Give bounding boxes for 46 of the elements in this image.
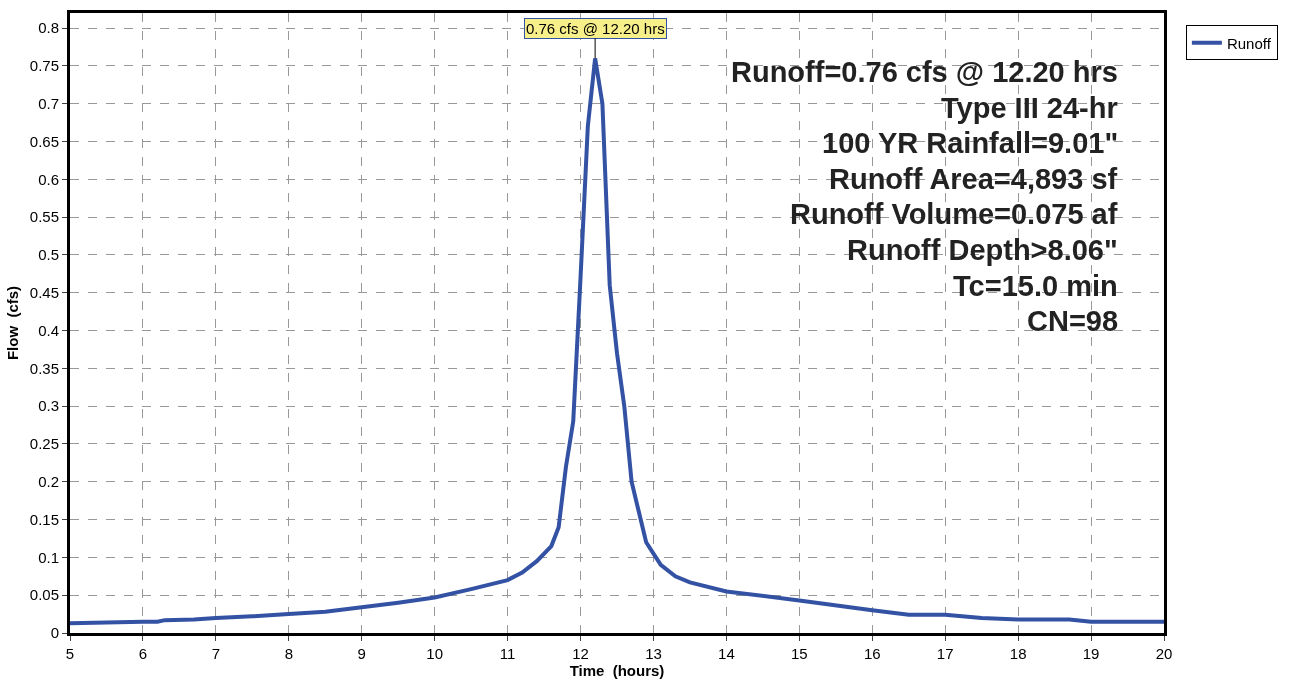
y-tick-label: 0.2 xyxy=(38,473,59,491)
x-tick-label: 7 xyxy=(211,645,221,662)
line-series xyxy=(70,56,1164,626)
x-tick-label: 20 xyxy=(1155,645,1173,662)
y-tick-label: 0.6 xyxy=(38,170,59,188)
x-tick-label: 12 xyxy=(572,645,589,662)
y-tick-label: 0.25 xyxy=(29,435,59,453)
annotation: Runoff Area=4,893 sf xyxy=(829,163,1118,195)
x-tick-label: 6 xyxy=(138,645,148,662)
x-axis-title: Time (hours) xyxy=(569,662,665,679)
y-tick-label: 0.75 xyxy=(29,57,59,75)
y-tick-label: 0.1 xyxy=(38,548,59,566)
annotation: Runoff Volume=0.075 af xyxy=(790,198,1118,230)
x-tick-label: 10 xyxy=(426,645,444,662)
x-tick-label: 14 xyxy=(718,645,735,662)
annotation: CN=98 xyxy=(1027,305,1119,337)
y-tick-label: 0.65 xyxy=(29,132,59,150)
y-tick-label: 0.15 xyxy=(29,510,59,528)
x-tick-label: 18 xyxy=(1009,645,1027,662)
y-tick-label: 0.05 xyxy=(29,586,59,604)
y-tick-label: 0.5 xyxy=(38,246,59,264)
y-tick-label: 0 xyxy=(50,624,59,642)
annotation: Type III 24-hr xyxy=(941,92,1118,124)
annotation: Tc=15.0 min xyxy=(953,270,1118,302)
x-tick-label: 5 xyxy=(65,645,75,662)
y-tick-label: 0.35 xyxy=(29,359,59,377)
annotation: 100 YR Rainfall=9.01" xyxy=(822,127,1119,159)
y-tick-label: 0.55 xyxy=(29,208,59,226)
y-axis-title: Flow (cfs) xyxy=(4,285,22,361)
y-tick-label: 0.4 xyxy=(38,321,59,339)
x-tick-label: 16 xyxy=(863,645,881,662)
y-tick-label: 0.3 xyxy=(38,397,59,415)
y-tick-label: 0.8 xyxy=(38,19,59,37)
annotation: 0.76 cfs @ 12.20 hrs xyxy=(526,20,665,37)
x-tick-label: 9 xyxy=(357,645,366,662)
x-tick-label: 13 xyxy=(645,645,662,662)
annotation: Runoff Depth>8.06" xyxy=(847,234,1118,266)
legend-label: Runoff xyxy=(1226,34,1272,52)
x-tick-label: 15 xyxy=(790,645,808,662)
y-tick-label: 0.45 xyxy=(29,284,59,302)
annotation: Runoff=0.76 cfs @ 12.20 hrs xyxy=(731,56,1118,88)
x-tick-label: 17 xyxy=(936,645,954,662)
y-tick-label: 0.7 xyxy=(38,94,59,112)
x-tick-label: 8 xyxy=(284,645,293,662)
x-tick-label: 11 xyxy=(499,645,516,662)
x-tick-label: 19 xyxy=(1082,645,1100,662)
